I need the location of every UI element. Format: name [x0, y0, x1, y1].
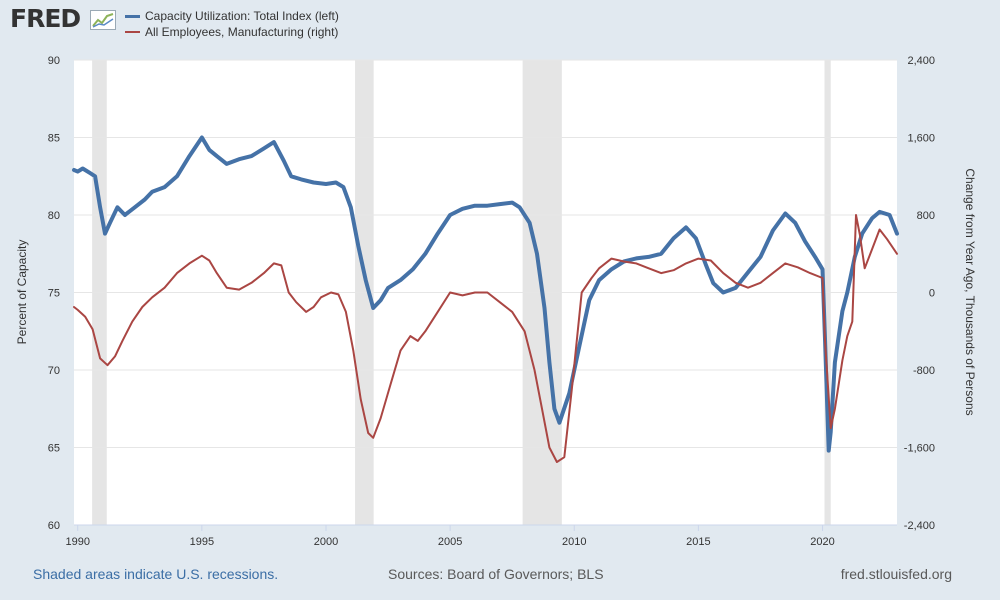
y-right-tick-label-6: 2,400	[907, 55, 935, 67]
y-right-tick-label-0: -2,400	[904, 520, 935, 532]
y-right-tick-label-4: 800	[917, 210, 935, 222]
chart-line-icon	[90, 10, 116, 30]
legend-item-capacity[interactable]: Capacity Utilization: Total Index (left)	[125, 8, 339, 24]
x-tick-label-0: 1990	[65, 536, 89, 548]
y-right-tick-label-1: -1,600	[904, 443, 935, 455]
legend-item-employees[interactable]: All Employees, Manufacturing (right)	[125, 24, 339, 40]
site-link[interactable]: fred.stlouisfed.org	[840, 566, 952, 582]
y-left-tick-label-2: 70	[48, 365, 60, 377]
y-left-tick-label-5: 85	[48, 133, 60, 145]
sources-text: Sources: Board of Governors; BLS	[388, 566, 604, 582]
legend-swatch-employees	[125, 31, 140, 33]
legend-label-employees: All Employees, Manufacturing (right)	[145, 25, 339, 39]
x-tick-label-4: 2010	[562, 536, 586, 548]
x-tick-label-2: 2000	[314, 536, 338, 548]
x-tick-label-1: 1995	[190, 536, 214, 548]
series-line-manufacturing-employees[interactable]	[73, 214, 898, 463]
x-tick-label-3: 2005	[438, 536, 462, 548]
header: FRED Capacity Utilization: Total Index (…	[0, 0, 1000, 50]
y-left-tick-label-0: 60	[48, 520, 60, 532]
x-tick-label-6: 2020	[810, 536, 834, 548]
series-lines	[72, 135, 899, 463]
x-tick-label-5: 2015	[686, 536, 710, 548]
y-left-tick-label-4: 80	[48, 210, 60, 222]
y-axis-right-title: Change from Year Ago, Thousands of Perso…	[963, 168, 977, 415]
y-right-tick-label-5: 1,600	[907, 133, 935, 145]
y-left-tick-label-1: 65	[48, 443, 60, 455]
y-right-tick-label-2: -800	[913, 365, 935, 377]
axes: 60 65 70 75 80 85 90 -2,400 -1,600 -800 0 800 1,600 2…	[48, 55, 935, 548]
recession-note[interactable]: Shaded areas indicate U.S. recessions.	[33, 566, 279, 582]
y-left-tick-label-3: 75	[48, 288, 60, 300]
y-axis-left-title: Percent of Capacity	[15, 240, 29, 345]
legend: Capacity Utilization: Total Index (left)…	[125, 8, 339, 40]
y-right-tick-label-3: 0	[929, 288, 935, 300]
y-left-tick-label-6: 90	[48, 55, 60, 67]
legend-label-capacity: Capacity Utilization: Total Index (left)	[145, 9, 339, 23]
legend-swatch-capacity	[125, 15, 140, 18]
series-line-capacity-utilization[interactable]	[72, 135, 899, 453]
fred-logo[interactable]: FRED	[10, 4, 81, 33]
